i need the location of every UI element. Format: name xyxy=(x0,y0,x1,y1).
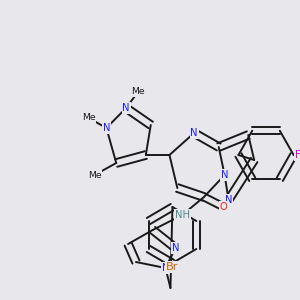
Text: Me: Me xyxy=(88,170,101,179)
Text: N: N xyxy=(190,128,198,138)
Text: Me: Me xyxy=(131,88,145,97)
Text: N: N xyxy=(221,170,228,180)
Text: N: N xyxy=(103,123,110,133)
Text: Me: Me xyxy=(82,113,95,122)
Text: Br: Br xyxy=(166,262,179,272)
Text: N: N xyxy=(122,103,130,113)
Text: O: O xyxy=(220,202,227,212)
Text: N: N xyxy=(172,243,179,253)
Text: F: F xyxy=(295,150,300,160)
Text: N: N xyxy=(225,195,232,205)
Text: NH: NH xyxy=(175,210,190,220)
Text: N: N xyxy=(162,263,169,273)
